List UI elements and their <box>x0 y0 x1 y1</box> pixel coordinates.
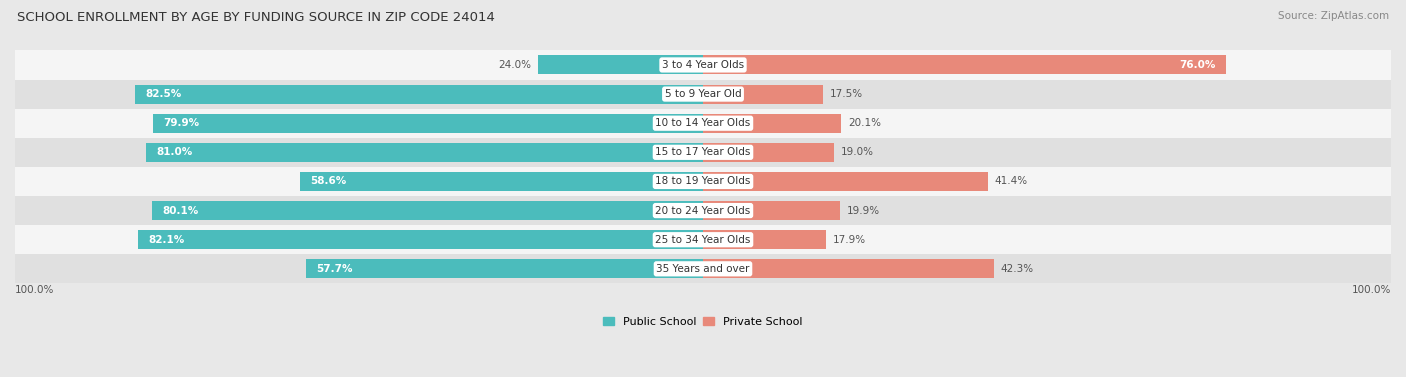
Text: 82.5%: 82.5% <box>146 89 181 99</box>
Bar <box>15 167 1391 196</box>
Text: 25 to 34 Year Olds: 25 to 34 Year Olds <box>655 235 751 245</box>
Text: 17.9%: 17.9% <box>832 235 866 245</box>
Bar <box>153 114 703 133</box>
Text: SCHOOL ENROLLMENT BY AGE BY FUNDING SOURCE IN ZIP CODE 24014: SCHOOL ENROLLMENT BY AGE BY FUNDING SOUR… <box>17 11 495 24</box>
Text: 81.0%: 81.0% <box>156 147 193 157</box>
Bar <box>703 84 824 104</box>
Bar <box>703 143 834 162</box>
Text: 76.0%: 76.0% <box>1180 60 1216 70</box>
Text: 5 to 9 Year Old: 5 to 9 Year Old <box>665 89 741 99</box>
Bar <box>703 114 841 133</box>
Bar <box>15 138 1391 167</box>
Text: 10 to 14 Year Olds: 10 to 14 Year Olds <box>655 118 751 128</box>
Text: 19.0%: 19.0% <box>841 147 873 157</box>
Bar <box>538 55 703 74</box>
Bar <box>152 201 703 220</box>
Bar <box>15 80 1391 109</box>
Bar <box>703 259 994 278</box>
Bar <box>15 109 1391 138</box>
Bar <box>307 259 703 278</box>
Bar <box>135 84 703 104</box>
Bar <box>15 196 1391 225</box>
Text: 58.6%: 58.6% <box>311 176 346 187</box>
Text: 35 Years and over: 35 Years and over <box>657 264 749 274</box>
Bar <box>146 143 703 162</box>
Text: 82.1%: 82.1% <box>149 235 184 245</box>
Bar <box>15 254 1391 284</box>
Text: 42.3%: 42.3% <box>1001 264 1033 274</box>
Text: 80.1%: 80.1% <box>162 205 198 216</box>
Text: 17.5%: 17.5% <box>831 89 863 99</box>
Bar <box>703 55 1226 74</box>
Legend: Public School, Private School: Public School, Private School <box>599 312 807 331</box>
Text: 20 to 24 Year Olds: 20 to 24 Year Olds <box>655 205 751 216</box>
Bar <box>138 230 703 249</box>
Bar <box>15 51 1391 80</box>
Bar <box>703 172 988 191</box>
Text: 100.0%: 100.0% <box>1351 285 1391 295</box>
Text: 41.4%: 41.4% <box>994 176 1028 187</box>
Text: 3 to 4 Year Olds: 3 to 4 Year Olds <box>662 60 744 70</box>
Text: 57.7%: 57.7% <box>316 264 353 274</box>
Bar <box>299 172 703 191</box>
Text: 20.1%: 20.1% <box>848 118 882 128</box>
Bar <box>703 201 839 220</box>
Text: 15 to 17 Year Olds: 15 to 17 Year Olds <box>655 147 751 157</box>
Text: Source: ZipAtlas.com: Source: ZipAtlas.com <box>1278 11 1389 21</box>
Text: 18 to 19 Year Olds: 18 to 19 Year Olds <box>655 176 751 187</box>
Bar <box>15 225 1391 254</box>
Text: 19.9%: 19.9% <box>846 205 880 216</box>
Text: 24.0%: 24.0% <box>498 60 531 70</box>
Bar <box>703 230 827 249</box>
Text: 100.0%: 100.0% <box>15 285 55 295</box>
Text: 79.9%: 79.9% <box>163 118 200 128</box>
